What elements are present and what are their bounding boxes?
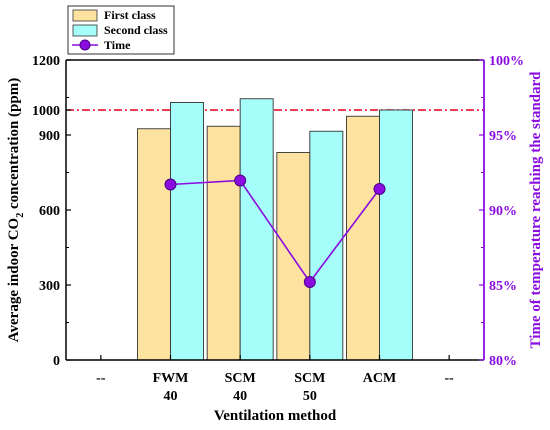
time-point [234,174,247,187]
x-axis-title: Ventilation method [214,408,337,424]
bar-first-class [137,128,171,361]
time-point [373,183,386,195]
legend-label: First class [104,8,156,22]
y2-tick-label: 95% [489,129,517,144]
x-tick-label: ACM [363,371,396,386]
time-point [303,276,316,288]
y-tick-label: 0 [53,354,60,369]
legend-label: Time [104,38,131,52]
y2-tick-label: 100% [489,54,524,69]
legend-marker [79,39,91,51]
y-tick-label: 600 [39,204,60,219]
bar-first-class [346,115,380,361]
y2-axis-title: Time of temperature reaching the standar… [528,71,544,349]
bar-first-class [206,125,241,361]
y-axis-title: Average indoor CO2 concentration (ppm) [6,78,26,342]
legend-label: Second class [104,23,168,37]
x-edge-label: -- [96,371,106,386]
x-tick-label: FWM [153,371,189,386]
legend-swatch [72,24,98,37]
y2-tick-label: 80% [489,354,517,369]
bar-first-class [276,152,311,361]
y-tick-label: 1000 [32,104,60,119]
y-tick-label: 300 [39,279,60,294]
time-series-line [170,179,381,284]
x-tick-label-line2: 40 [164,389,178,404]
y-tick-label: 1200 [32,54,60,69]
x-edge-label: -- [445,371,455,386]
bar-second-class [379,109,413,361]
bar-second-class [239,98,274,361]
time-point [164,178,177,191]
x-tick-label-line2: 50 [303,389,317,404]
y-tick-label: 900 [39,129,60,144]
x-tick-label-line2: 40 [233,389,247,404]
bar-second-class [170,102,204,361]
x-tick-label: SCM [294,371,325,386]
y2-tick-label: 90% [489,204,517,219]
legend-swatch [72,9,98,22]
y2-tick-label: 85% [489,279,517,294]
x-tick-label: SCM [225,371,256,386]
